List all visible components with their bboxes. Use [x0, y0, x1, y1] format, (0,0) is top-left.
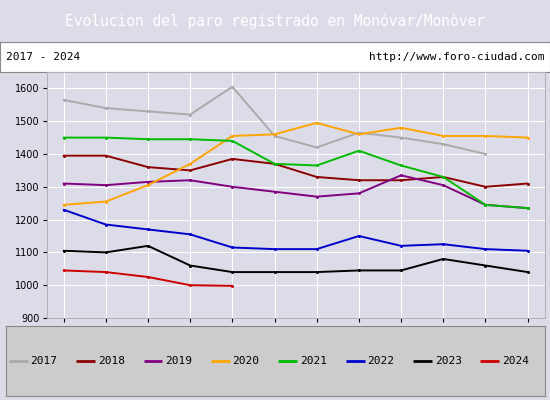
Text: 2021: 2021: [300, 356, 327, 366]
Text: Evolucion del paro registrado en Monóvar/Monòver: Evolucion del paro registrado en Monóvar…: [65, 13, 485, 29]
Text: 2018: 2018: [98, 356, 125, 366]
Text: 2024: 2024: [502, 356, 529, 366]
Text: 2020: 2020: [233, 356, 260, 366]
Text: 2023: 2023: [434, 356, 461, 366]
Text: 2017 - 2024: 2017 - 2024: [6, 52, 80, 62]
Text: 2017: 2017: [30, 356, 57, 366]
Text: 2019: 2019: [165, 356, 192, 366]
Text: 2022: 2022: [367, 356, 394, 366]
Text: http://www.foro-ciudad.com: http://www.foro-ciudad.com: [369, 52, 544, 62]
